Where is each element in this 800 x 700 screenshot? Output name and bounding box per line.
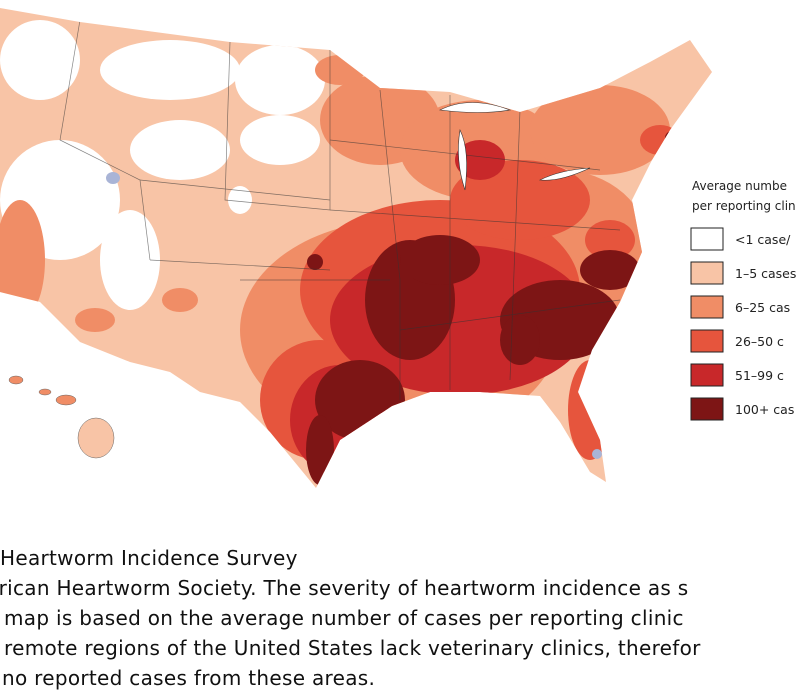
caption-line: erican Heartworm Society. The severity o… [0,576,689,600]
legend-swatch [690,295,724,319]
caption-line: map is based on the average number of ca… [4,606,684,630]
caption-line: no reported cases from these areas. [2,666,375,690]
legend-swatch [690,261,724,285]
legend-label: 51–99 c [735,368,784,383]
legend: Average numbe per reporting clin <1 case/1… [690,179,796,421]
legend-label: 26–50 c [735,334,784,349]
legend-title: per reporting clin [692,199,796,213]
legend-swatch [690,397,724,421]
hawaii [8,375,115,459]
legend-swatch [690,363,724,387]
legend-swatch [690,227,724,251]
legend-label: <1 case/ [735,232,791,247]
legend-label: 100+ cas [735,402,794,417]
caption: Heartworm Incidence Survey erican Heartwo… [0,546,701,690]
legend-label: 6–25 cas [735,300,790,315]
legend-title: Average numbe [692,179,787,193]
legend-label: 1–5 cases [735,266,796,281]
caption-title: Heartworm Incidence Survey [0,546,298,570]
legend-swatch [690,329,724,353]
caption-line: remote regions of the United States lack… [4,636,701,660]
